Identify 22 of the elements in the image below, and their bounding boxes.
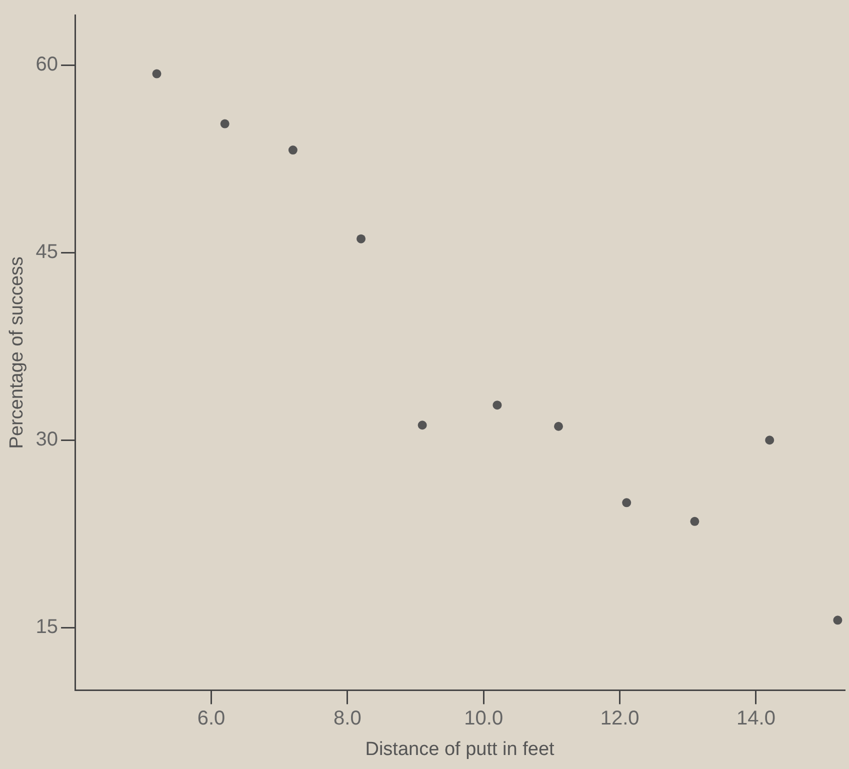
y-tick-label: 30 <box>36 428 58 451</box>
point <box>356 234 366 244</box>
y-tick-label: 45 <box>36 241 58 264</box>
x-tick-label: 12.0 <box>600 708 640 730</box>
point <box>690 516 700 526</box>
point <box>765 436 774 445</box>
point <box>492 400 502 410</box>
y-tick-label: 15 <box>36 616 58 638</box>
point <box>418 420 427 430</box>
x-tick-label: 10.0 <box>464 708 504 730</box>
point <box>152 69 162 78</box>
x-tick-label: 6.0 <box>197 708 226 730</box>
x-tick-label: 8.0 <box>334 708 362 730</box>
y-tick-label: 60 <box>36 54 58 76</box>
x-axis-title: Distance of putt in feet <box>365 738 556 760</box>
point <box>288 146 298 155</box>
y-axis-title: Percentage of success <box>6 256 28 449</box>
x-tick-label: 14.0 <box>736 708 776 730</box>
point <box>622 498 632 508</box>
point <box>554 422 564 431</box>
point <box>220 119 230 128</box>
point <box>833 616 842 625</box>
